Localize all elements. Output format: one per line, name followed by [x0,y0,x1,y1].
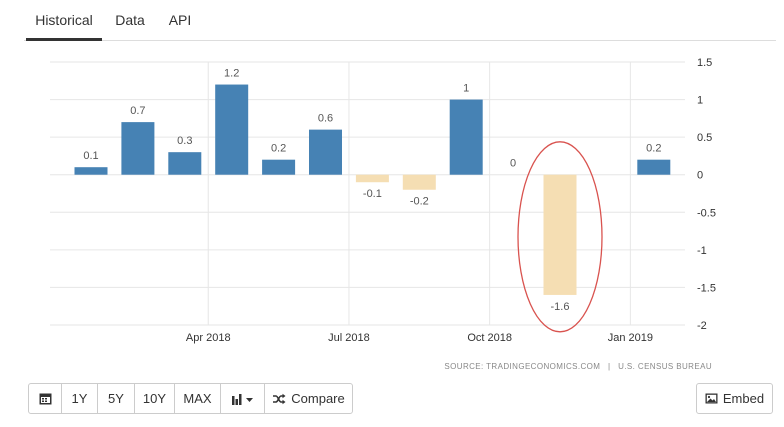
y-tick-label: 1.5 [697,57,712,69]
y-tick-label: -0.5 [697,207,716,219]
data-label: 0.6 [318,113,333,125]
bar [543,174,577,295]
highlight-circle [517,141,603,333]
y-tick-label: -1 [697,245,707,257]
y-tick-label: 0 [697,170,703,182]
bar-chart: 1.5 1 0.5 0 -0.5 -1 -1.5 -2 Apr 2018 Jul 2018 Oct … [50,57,716,344]
range-max-button[interactable]: MAX [174,384,220,413]
bar [355,174,389,183]
embed-button[interactable]: Embed [696,383,773,414]
y-tick-label: -1.5 [697,282,716,294]
image-icon [705,393,718,404]
bar-chart-icon [231,393,253,405]
y-tick-label: -2 [697,320,707,332]
compare-label: Compare [291,391,345,406]
data-label: 1 [463,83,469,95]
source-separator: | [608,362,611,371]
bar [637,159,671,175]
data-label: 1.2 [224,68,239,80]
bar [215,84,249,175]
data-label: 0.3 [177,135,192,147]
data-label: 0 [510,158,516,170]
y-tick-label: 0.5 [697,132,712,144]
range-5y-button[interactable]: 5Y [97,384,134,413]
tab-historical[interactable]: Historical [26,0,102,41]
data-label: 0.1 [83,150,98,162]
tab-data[interactable]: Data [115,12,145,28]
caret-down-icon [245,397,253,402]
range-10y-button[interactable]: 10Y [134,384,174,413]
bar [449,99,483,175]
source-right: U.S. CENSUS BUREAU [618,362,712,371]
x-tick-label: Jan 2019 [608,332,653,344]
data-label: 0.2 [646,143,661,155]
data-label: -1.6 [551,301,570,313]
calendar-button[interactable] [29,384,61,413]
source-left: SOURCE: TRADINGECONOMICS.COM [444,362,601,371]
source-credit: SOURCE: TRADINGECONOMICS.COM | U.S. CENS… [444,362,712,371]
bar [262,159,296,175]
chart-type-button[interactable] [220,384,264,413]
chart-toolbar: 1Y 5Y 10Y MAX Compare [28,383,353,414]
bar [309,129,342,175]
shuffle-icon [272,393,286,405]
data-label: -0.1 [363,188,382,200]
bar [402,174,436,190]
x-tick-label: Apr 2018 [186,332,231,344]
y-tick-label: 1 [697,95,703,107]
bar [74,167,108,175]
data-label: 0.7 [130,105,145,117]
tab-api[interactable]: API [168,12,192,28]
calendar-icon [39,393,51,405]
bar [121,122,155,175]
compare-button[interactable]: Compare [264,384,352,413]
x-tick-label: Oct 2018 [467,332,512,344]
x-tick-label: Jul 2018 [328,332,370,344]
range-1y-button[interactable]: 1Y [61,384,97,413]
bar [168,152,202,175]
data-label: -0.2 [410,196,429,208]
tab-bar: Historical Data API [24,0,776,41]
embed-label: Embed [722,391,765,406]
data-label: 0.2 [271,143,286,155]
